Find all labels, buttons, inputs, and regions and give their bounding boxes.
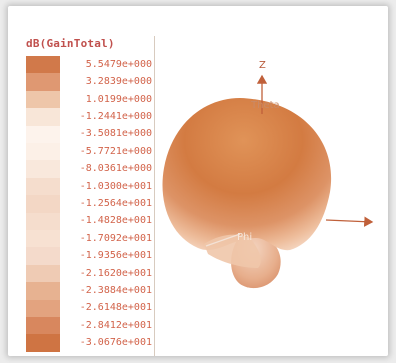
chart-frame: dB(GainTotal) 5.5479e+000 3.2839e+000 1.01… [8, 6, 388, 356]
legend-swatch [26, 73, 60, 92]
z-axis-label: Z [259, 60, 266, 71]
legend-tick-label: 5.5479e+000 [85, 58, 152, 70]
theta-label: Theta [251, 100, 280, 111]
legend-swatch [26, 160, 60, 179]
legend-swatch [26, 264, 60, 283]
legend-tick-label: -1.0300e+001 [79, 180, 152, 192]
legend-swatch [26, 212, 60, 231]
legend-swatch [26, 125, 60, 144]
legend-tick-label: -1.9356e+001 [79, 250, 152, 262]
legend-swatch [26, 299, 60, 318]
legend-swatch [26, 230, 60, 248]
main-lobe [162, 98, 332, 251]
legend-swatch [26, 247, 60, 266]
radiation-pattern-3d [162, 74, 374, 289]
legend-separator [154, 36, 155, 356]
legend-tick-label: -5.7721e+000 [79, 145, 152, 157]
lower-lobe-edge [204, 234, 261, 268]
legend-title: dB(GainTotal) [26, 37, 115, 50]
legend-tick-label: 3.2839e+000 [85, 76, 152, 88]
legend-tick-label: -1.4828e+001 [79, 215, 152, 227]
legend-swatch [26, 177, 60, 196]
legend-tick-label: 1.0199e+000 [85, 93, 152, 105]
legend-tick-label: -2.3884e+001 [79, 284, 152, 296]
legend-tick-label: -3.5081e+000 [79, 128, 152, 140]
legend-swatch [26, 334, 60, 353]
legend-swatch [26, 143, 60, 161]
legend-tick-label: -1.2564e+001 [79, 197, 152, 209]
legend-tick-label: -1.2441e+000 [79, 110, 152, 122]
legend-swatch [26, 317, 60, 335]
legend-swatch [26, 90, 60, 109]
legend-swatch [26, 56, 60, 74]
legend-tick-label: -3.0676e+001 [79, 337, 152, 349]
legend-tick-label: -2.1620e+001 [79, 267, 152, 279]
y-axis [205, 233, 241, 247]
legend-swatch [26, 282, 60, 301]
legend-swatch [26, 195, 60, 214]
legend-tick-label: -2.6148e+001 [79, 302, 152, 314]
legend-tick-label: -2.8412e+001 [79, 319, 152, 331]
legend-tick-label: -8.0361e+000 [79, 163, 152, 175]
legend-swatch [26, 108, 60, 127]
x-axis [325, 216, 374, 227]
legend-tick-label: -1.7092e+001 [79, 232, 152, 244]
phi-label: Phi [237, 232, 253, 243]
